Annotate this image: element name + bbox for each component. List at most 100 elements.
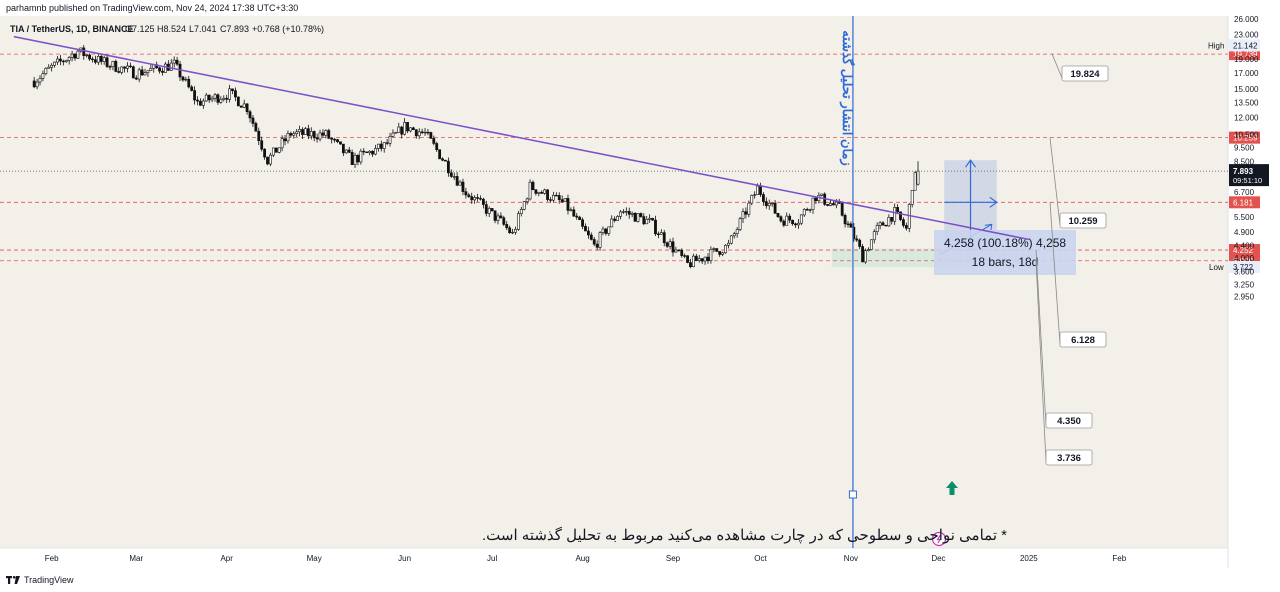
candle-up xyxy=(70,53,74,58)
candle-up xyxy=(712,248,716,250)
tradingview-logo-icon xyxy=(6,576,20,584)
candle-down xyxy=(385,142,389,144)
candle-up xyxy=(126,65,129,69)
candle-down xyxy=(788,215,792,221)
y-tick-label: 6.700 xyxy=(1234,188,1255,197)
candle-up xyxy=(563,198,567,202)
candle-down xyxy=(639,213,643,217)
candle-down xyxy=(557,195,561,200)
candle-up xyxy=(645,219,649,225)
candle-up xyxy=(397,126,401,133)
candle-down xyxy=(700,258,704,262)
candlestick-series xyxy=(32,44,920,269)
x-tick-label: Feb xyxy=(45,554,59,563)
candle-up xyxy=(692,255,695,268)
candle-down xyxy=(82,47,86,56)
descending-trendline[interactable] xyxy=(13,35,1030,241)
time-axis-background xyxy=(0,548,1228,568)
measure-arrowhead-up xyxy=(965,159,977,168)
candle-up xyxy=(292,133,296,136)
callout-box[interactable] xyxy=(1059,331,1107,348)
candle-up xyxy=(910,190,914,205)
analysis-note: * تمامی نواحی و سطوحی که در چارت مشاهده … xyxy=(482,526,1007,544)
candle-up xyxy=(394,132,398,134)
candle-up xyxy=(382,142,386,149)
candle-up xyxy=(309,131,313,137)
candle-down xyxy=(432,138,436,144)
candle-up xyxy=(391,132,395,137)
candle-down xyxy=(490,208,494,212)
tradingview-footer[interactable]: TradingView xyxy=(6,573,74,587)
y-tick-label: 23.000 xyxy=(1234,31,1259,40)
callout-pointer xyxy=(1035,260,1047,463)
candle-down xyxy=(140,69,144,76)
callout-box[interactable] xyxy=(1045,449,1093,466)
candle-down xyxy=(420,131,424,133)
callout-box[interactable] xyxy=(1059,212,1107,229)
candle-down xyxy=(665,242,669,247)
candle-down xyxy=(362,150,366,153)
measure-label-change: 4.258 (100.18%) 4,258 xyxy=(944,236,1066,250)
callout-box[interactable] xyxy=(1045,412,1093,429)
candle-up xyxy=(732,233,736,237)
candle-up xyxy=(324,130,328,136)
candle-up xyxy=(607,226,611,234)
candle-up xyxy=(802,209,806,216)
candle-up xyxy=(516,213,520,230)
price-level-label: 19.739 xyxy=(1233,50,1258,59)
callout-pointer xyxy=(1049,137,1061,226)
candle-up xyxy=(799,214,803,224)
y-tick-label: 26.000 xyxy=(1234,15,1259,24)
candle-down xyxy=(257,130,261,142)
candle-up xyxy=(210,97,214,101)
candle-down xyxy=(426,131,430,134)
candle-up xyxy=(829,203,832,206)
candle-up xyxy=(864,250,867,263)
candle-up xyxy=(569,209,573,211)
candle-down xyxy=(196,99,199,102)
callout-box[interactable] xyxy=(1061,65,1109,82)
callout-label: 19.824 xyxy=(1070,69,1100,80)
candle-down xyxy=(689,262,692,268)
vertical-line-handle[interactable] xyxy=(848,490,857,499)
candle-down xyxy=(677,249,681,252)
candle-up xyxy=(452,176,456,178)
y-tick-label: 3.600 xyxy=(1234,267,1255,276)
candle-down xyxy=(371,150,374,155)
candle-up xyxy=(519,209,523,214)
x-tick-label: Dec xyxy=(931,554,945,563)
chart-svg[interactable]: 19.73910.2596.1814.2523.9097.89309:51:10… xyxy=(0,0,1280,570)
price-level-badge xyxy=(1229,196,1260,209)
candle-up xyxy=(522,201,526,210)
candle-up xyxy=(120,66,124,73)
y-tick-label: 4.400 xyxy=(1234,242,1255,251)
candle-down xyxy=(759,185,762,195)
candle-up xyxy=(201,100,205,106)
candle-down xyxy=(794,223,797,226)
countdown-label: 09:51:10 xyxy=(1233,176,1262,185)
candle-up xyxy=(738,218,742,230)
candle-down xyxy=(236,96,240,107)
candle-down xyxy=(484,204,488,214)
candle-up xyxy=(280,138,284,149)
price-level-label: 10.259 xyxy=(1233,134,1258,143)
candle-up xyxy=(286,133,290,142)
candle-down xyxy=(263,148,267,158)
candle-up xyxy=(913,172,917,191)
candle-down xyxy=(129,65,132,68)
candle-up xyxy=(172,59,176,64)
ohlc-high: H8.524 xyxy=(157,24,186,34)
candle-down xyxy=(315,137,319,140)
candle-down xyxy=(350,151,354,165)
candle-down xyxy=(248,111,252,119)
candle-down xyxy=(572,209,576,217)
candle-up xyxy=(409,127,412,132)
candle-down xyxy=(356,155,360,163)
candle-down xyxy=(464,191,468,196)
price-axis-background xyxy=(1228,16,1280,568)
candle-down xyxy=(187,78,191,88)
callout-label: 3.736 xyxy=(1057,453,1081,464)
candle-down xyxy=(312,131,316,138)
candle-down xyxy=(764,201,768,207)
